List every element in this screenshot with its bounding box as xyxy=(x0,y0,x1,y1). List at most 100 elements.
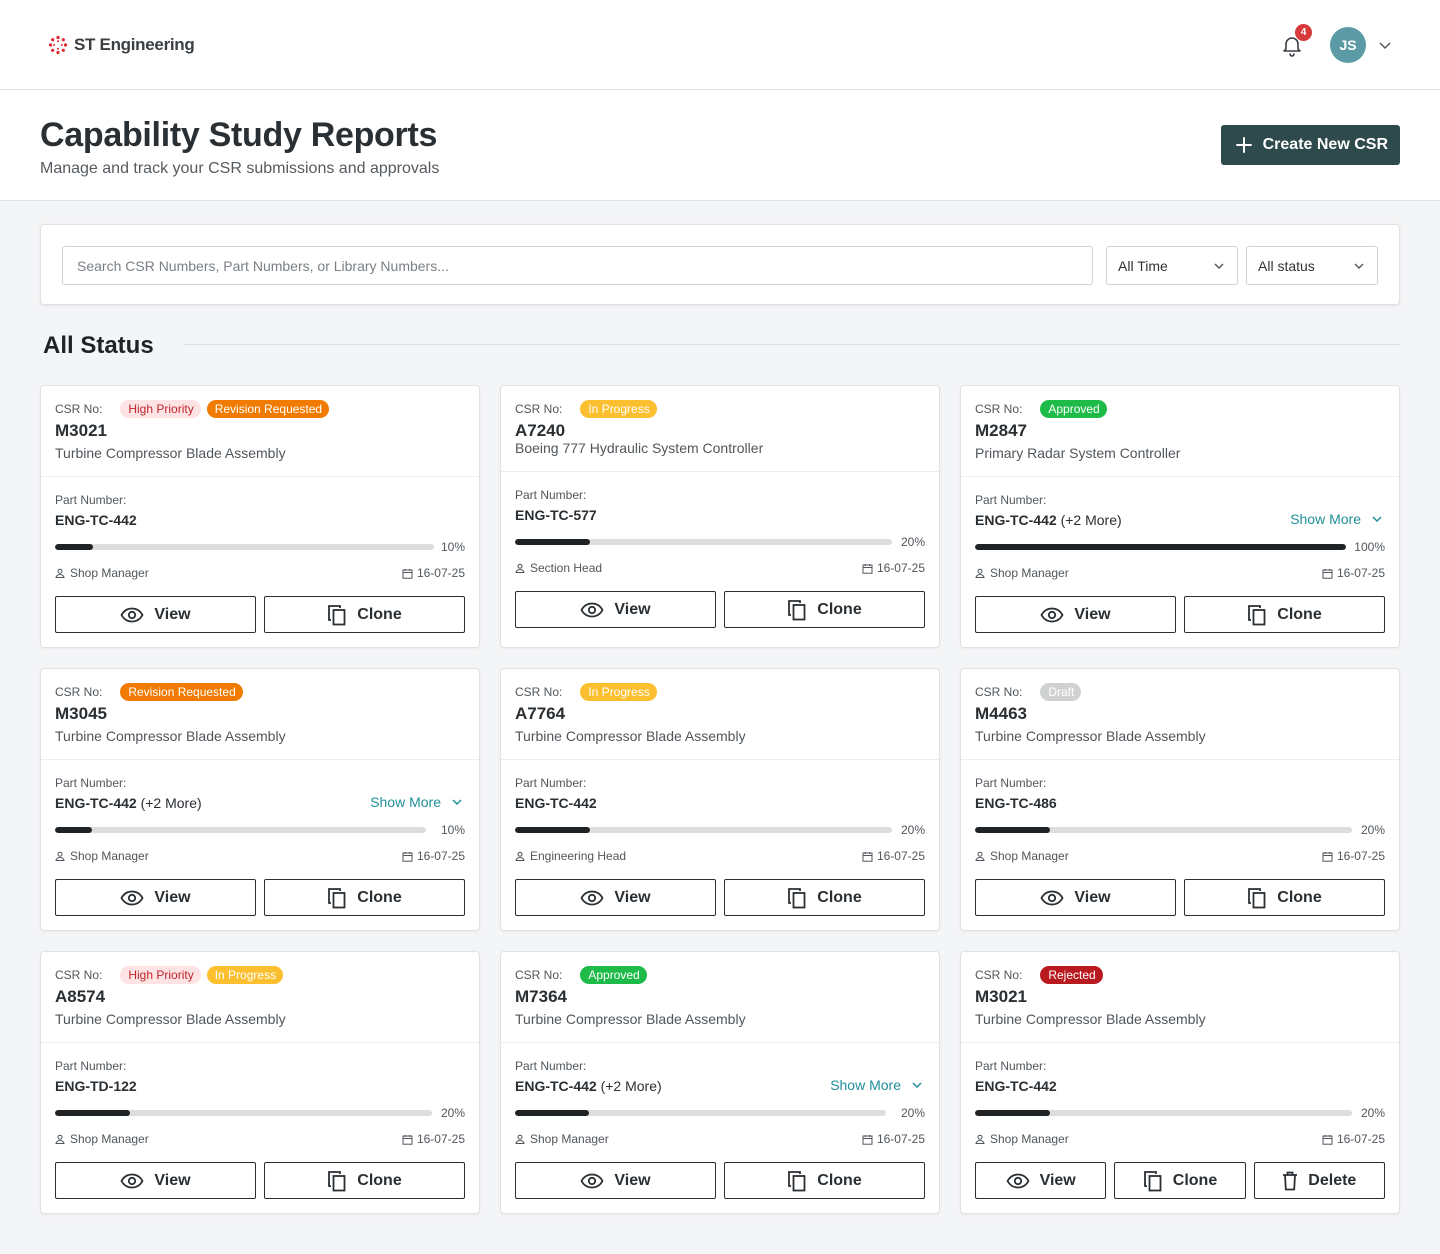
csr-number: A8574 xyxy=(55,987,106,1006)
progress-percent: 20% xyxy=(440,1106,465,1120)
delete-label: Delete xyxy=(1308,1171,1357,1189)
progress-percent: 20% xyxy=(900,823,925,837)
progress-percent: 10% xyxy=(440,540,465,554)
chevron-down-icon xyxy=(1354,263,1364,269)
status-badge-progress: In Progress xyxy=(580,683,657,701)
part-number-label: Part Number: xyxy=(515,776,587,790)
part-number-label: Part Number: xyxy=(55,493,127,507)
view-button[interactable]: View xyxy=(55,879,256,916)
csr-no-label: CSR No: xyxy=(515,685,563,699)
csr-number: A7240 xyxy=(515,421,566,440)
part-number-label: Part Number: xyxy=(515,1059,587,1073)
assignee-role: Shop Manager xyxy=(975,1132,1069,1146)
view-button[interactable]: View xyxy=(55,596,256,633)
submission-date: 16-07-25 xyxy=(402,566,465,580)
chevron-down-icon[interactable] xyxy=(1378,38,1392,52)
top-bar: ST Engineering 4 JS xyxy=(0,0,1440,90)
eye-icon xyxy=(120,1173,144,1188)
view-button[interactable]: View xyxy=(515,1162,716,1199)
status-badge-draft: Draft xyxy=(1040,683,1082,701)
assignee-role-text: Shop Manager xyxy=(530,1132,609,1146)
eye-icon xyxy=(1040,890,1064,905)
brand-name: ST Engineering xyxy=(74,34,195,54)
clone-button[interactable]: Clone xyxy=(264,596,465,633)
chevron-down-icon xyxy=(1214,263,1224,269)
create-csr-button[interactable]: Create New CSR xyxy=(1220,125,1400,165)
clone-button[interactable]: Clone xyxy=(264,1162,465,1199)
show-more-link[interactable]: Show More xyxy=(370,794,463,810)
submission-date-text: 16-07-25 xyxy=(1336,849,1385,863)
assignee-role-text: Shop Manager xyxy=(990,566,1069,580)
clone-button[interactable]: Clone xyxy=(724,1162,925,1199)
user-icon xyxy=(975,568,985,578)
assignee-role-text: Shop Manager xyxy=(990,849,1069,863)
assignee-role: Shop Manager xyxy=(515,1132,609,1146)
status-filter-select[interactable]: All status xyxy=(1246,246,1378,285)
submission-date-text: 16-07-25 xyxy=(876,849,925,863)
card-actions: View Clone xyxy=(55,879,465,916)
user-avatar[interactable]: JS xyxy=(1330,26,1366,63)
clone-label: Clone xyxy=(1277,605,1322,623)
calendar-icon xyxy=(402,851,413,862)
submission-date-text: 16-07-25 xyxy=(1336,566,1385,580)
progress-bar-fill xyxy=(975,827,1051,833)
part-number-label: Part Number: xyxy=(975,776,1047,790)
clone-button[interactable]: Clone xyxy=(1184,596,1385,633)
csr-description: Turbine Compressor Blade Assembly xyxy=(975,728,1206,744)
clone-button[interactable]: Clone xyxy=(724,879,925,916)
clone-label: Clone xyxy=(357,605,402,623)
clone-button[interactable]: Clone xyxy=(264,879,465,916)
assignee-role: Shop Manager xyxy=(975,849,1069,863)
card-header: CSR No: In Progress A7764 Turbine Compre… xyxy=(501,669,939,760)
progress-percent: 10% xyxy=(440,823,465,837)
delete-button[interactable]: Delete xyxy=(1253,1162,1385,1199)
eye-icon xyxy=(1006,1173,1030,1188)
csr-number: M3045 xyxy=(55,704,107,723)
page-title: Capability Study Reports xyxy=(40,116,438,154)
view-button[interactable]: View xyxy=(515,591,716,628)
csr-description: Turbine Compressor Blade Assembly xyxy=(55,445,286,461)
plus-icon xyxy=(1235,137,1252,153)
assignee-role-text: Shop Manager xyxy=(990,1132,1069,1146)
assignee-role: Shop Manager xyxy=(55,1132,149,1146)
view-button[interactable]: View xyxy=(515,879,716,916)
clone-label: Clone xyxy=(817,888,862,906)
assignee-role: Shop Manager xyxy=(975,566,1069,580)
time-filter-select[interactable]: All Time xyxy=(1106,246,1238,285)
status-badge-approved: Approved xyxy=(1040,400,1107,418)
section-title: All Status xyxy=(43,332,154,359)
submission-date: 16-07-25 xyxy=(1322,1132,1385,1146)
part-number-value: ENG-TC-486 xyxy=(975,795,1057,811)
clone-button[interactable]: Clone xyxy=(1184,879,1385,916)
part-number-label: Part Number: xyxy=(55,776,127,790)
csr-card: CSR No: Rejected M3021 Turbine Compresso… xyxy=(960,951,1400,1214)
clone-button[interactable]: Clone xyxy=(724,591,925,628)
submission-date: 16-07-25 xyxy=(862,1132,925,1146)
progress-percent: 20% xyxy=(1360,823,1385,837)
submission-date-text: 16-07-25 xyxy=(876,561,925,575)
csr-no-label: CSR No: xyxy=(55,685,103,699)
view-button[interactable]: View xyxy=(55,1162,256,1199)
progress-bar-fill xyxy=(55,544,93,550)
status-badge-high: High Priority xyxy=(120,400,201,418)
search-input[interactable] xyxy=(62,246,1093,285)
card-header: CSR No: Draft M4463 Turbine Compressor B… xyxy=(961,669,1399,760)
brand-logo[interactable]: ST Engineering xyxy=(48,34,195,55)
calendar-icon xyxy=(1322,851,1333,862)
progress-bar xyxy=(515,1110,886,1116)
card-actions: View Clone xyxy=(975,879,1385,916)
view-button[interactable]: View xyxy=(975,879,1176,916)
copy-icon xyxy=(788,887,806,908)
show-more-link[interactable]: Show More xyxy=(830,1077,923,1093)
copy-icon xyxy=(1248,887,1266,908)
card-header: CSR No: Approved M7364 Turbine Compresso… xyxy=(501,952,939,1043)
user-icon xyxy=(515,851,525,861)
clone-button[interactable]: Clone xyxy=(1114,1162,1246,1199)
csr-card: CSR No: Approved M7364 Turbine Compresso… xyxy=(500,951,940,1214)
notifications-button[interactable]: 4 xyxy=(1280,23,1312,57)
view-button[interactable]: View xyxy=(975,596,1176,633)
progress-percent: 20% xyxy=(900,1106,925,1120)
show-more-link[interactable]: Show More xyxy=(1290,511,1383,527)
view-button[interactable]: View xyxy=(975,1162,1107,1199)
chevron-down-icon xyxy=(452,799,462,806)
